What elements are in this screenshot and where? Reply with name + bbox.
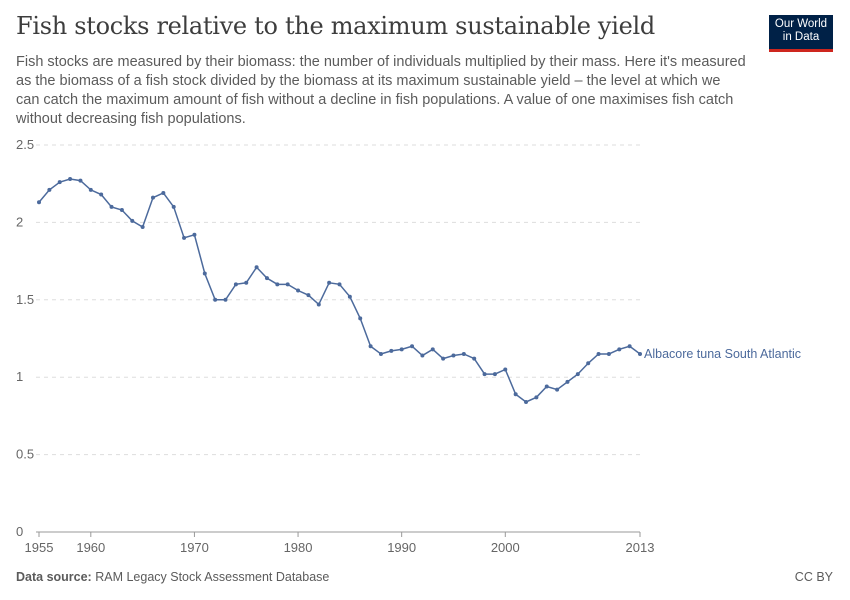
data-point bbox=[596, 351, 601, 356]
x-tick-label: 1980 bbox=[284, 540, 313, 555]
data-point bbox=[534, 395, 539, 400]
data-point bbox=[171, 204, 176, 209]
y-tick-label: 1.5 bbox=[16, 292, 34, 307]
data-point bbox=[78, 178, 83, 183]
data-point bbox=[606, 351, 611, 356]
data-point bbox=[358, 316, 363, 321]
data-point bbox=[202, 271, 207, 276]
data-point bbox=[430, 347, 435, 352]
data-point bbox=[420, 353, 425, 358]
data-point bbox=[244, 280, 249, 285]
x-tick-label: 1970 bbox=[180, 540, 209, 555]
data-point bbox=[347, 294, 352, 299]
y-tick-label: 0.5 bbox=[16, 447, 34, 462]
data-point bbox=[378, 351, 383, 356]
data-point bbox=[555, 387, 560, 392]
data-source: Data source: RAM Legacy Stock Assessment… bbox=[16, 570, 329, 584]
data-point bbox=[503, 367, 508, 372]
data-point bbox=[441, 356, 446, 361]
data-point bbox=[47, 187, 52, 192]
data-point bbox=[161, 190, 166, 195]
data-point bbox=[492, 372, 497, 377]
data-point bbox=[68, 177, 73, 182]
data-point bbox=[544, 384, 549, 389]
data-point bbox=[472, 356, 477, 361]
data-point bbox=[57, 180, 62, 185]
data-point bbox=[337, 282, 342, 287]
data-point bbox=[617, 347, 622, 352]
data-point bbox=[316, 302, 321, 307]
data-point bbox=[109, 204, 114, 209]
data-point bbox=[88, 187, 93, 192]
data-point bbox=[627, 344, 632, 349]
data-point bbox=[399, 347, 404, 352]
series-line bbox=[38, 178, 641, 403]
data-point bbox=[140, 225, 145, 230]
data-point bbox=[182, 235, 187, 240]
data-point bbox=[368, 344, 373, 349]
data-point bbox=[461, 351, 466, 356]
data-source-label: Data source: bbox=[16, 570, 92, 584]
y-tick-label: 2.5 bbox=[16, 137, 34, 152]
x-tick-label: 1990 bbox=[387, 540, 416, 555]
data-point bbox=[223, 297, 228, 302]
x-tick-label: 2000 bbox=[491, 540, 520, 555]
data-point bbox=[575, 372, 580, 377]
chart-title: Fish stocks relative to the maximum sust… bbox=[16, 12, 655, 40]
owid-logo[interactable]: Our World in Data bbox=[769, 15, 833, 52]
data-point bbox=[565, 379, 570, 384]
data-point bbox=[213, 297, 218, 302]
data-point bbox=[233, 282, 238, 287]
data-point bbox=[37, 200, 41, 205]
data-point bbox=[119, 208, 124, 213]
data-point bbox=[327, 280, 332, 285]
data-point bbox=[638, 351, 642, 356]
x-tick-label: 2013 bbox=[626, 540, 655, 555]
y-tick-label: 0 bbox=[16, 524, 23, 539]
y-tick-label: 2 bbox=[16, 214, 23, 229]
data-point bbox=[275, 282, 280, 287]
license[interactable]: CC BY bbox=[794, 570, 833, 584]
data-point bbox=[389, 348, 394, 353]
data-point bbox=[524, 399, 529, 404]
data-point bbox=[285, 282, 290, 287]
data-point bbox=[296, 288, 301, 293]
data-point bbox=[586, 361, 591, 366]
data-point bbox=[254, 265, 259, 270]
data-point bbox=[482, 372, 487, 377]
data-point bbox=[192, 232, 197, 237]
x-tick-label: 1955 bbox=[25, 540, 54, 555]
series-label: Albacore tuna South Atlantic bbox=[644, 347, 801, 361]
data-point bbox=[150, 195, 155, 200]
data-source-link[interactable]: RAM Legacy Stock Assessment Database bbox=[95, 570, 330, 584]
data-point bbox=[410, 344, 415, 349]
x-tick-label: 1960 bbox=[76, 540, 105, 555]
data-point bbox=[130, 218, 135, 223]
data-point bbox=[451, 353, 456, 358]
chart-subtitle: Fish stocks are measured by their biomas… bbox=[16, 54, 746, 127]
y-tick-label: 1 bbox=[16, 369, 23, 384]
data-point bbox=[264, 276, 269, 281]
data-point bbox=[513, 392, 518, 397]
data-point bbox=[306, 293, 311, 298]
data-point bbox=[99, 192, 104, 197]
